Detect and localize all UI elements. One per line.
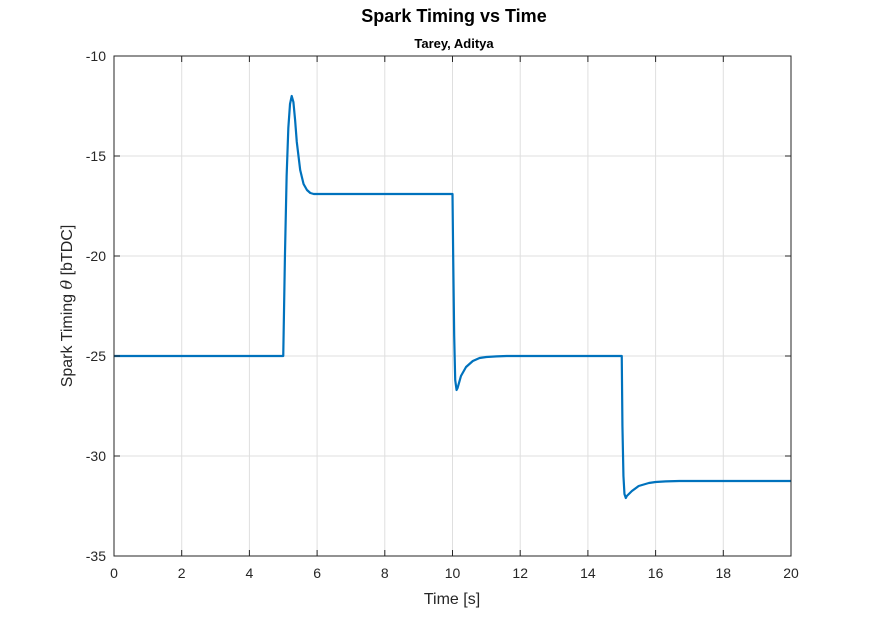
- y-tick-label: -15: [86, 148, 106, 164]
- y-axis-label-suffix: [bTDC]: [59, 225, 76, 280]
- series-layer: [114, 94, 791, 500]
- x-tick-label: 12: [512, 565, 528, 581]
- y-tick-label: -35: [86, 548, 106, 564]
- spark-timing-series-line: [114, 94, 791, 500]
- x-tick-label: 14: [580, 565, 596, 581]
- x-tick-label: 6: [313, 565, 321, 581]
- chart-subtitle: Tarey, Aditya: [414, 36, 494, 51]
- x-axis-label: Time [s]: [424, 591, 480, 608]
- x-tick-label: 2: [178, 565, 186, 581]
- ticks: 0 2 4 6 8 10 12 14 16 18 20 -35 -30 -25 -20 -15 -10: [86, 48, 799, 581]
- x-tick-label: 0: [110, 565, 118, 581]
- x-tick-label: 8: [381, 565, 389, 581]
- y-axis-label-prefix: Spark Timing: [59, 289, 76, 387]
- x-tick-label: 20: [783, 565, 799, 581]
- y-tick-label: -10: [86, 48, 106, 64]
- y-axis-label-theta: θ: [57, 279, 76, 289]
- chart-title: Spark Timing vs Time: [361, 6, 546, 26]
- x-tick-label: 4: [246, 565, 254, 581]
- y-tick-label: -25: [86, 348, 106, 364]
- x-tick-label: 18: [716, 565, 732, 581]
- y-axis-label: Spark Timing θ [bTDC]: [57, 225, 76, 388]
- y-tick-label: -30: [86, 448, 106, 464]
- y-tick-label: -20: [86, 248, 106, 264]
- x-tick-label: 16: [648, 565, 664, 581]
- x-tick-label: 10: [445, 565, 461, 581]
